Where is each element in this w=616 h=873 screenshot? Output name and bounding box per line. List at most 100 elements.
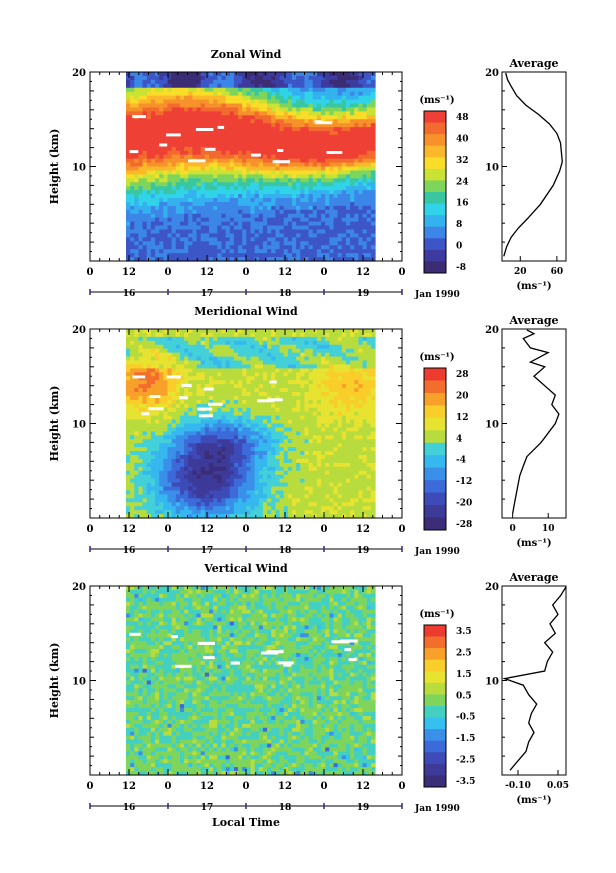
heatmap-cell bbox=[279, 111, 285, 116]
heatmap-cell bbox=[134, 458, 140, 464]
heatmap-cell bbox=[279, 388, 285, 393]
heatmap-cell bbox=[329, 249, 335, 254]
heatmap-cell bbox=[279, 380, 285, 385]
heatmap-cell bbox=[279, 170, 285, 175]
heatmap-cell bbox=[146, 205, 152, 211]
heatmap-cell bbox=[267, 427, 272, 432]
heatmap-cell bbox=[254, 407, 260, 413]
heatmap-cell bbox=[271, 123, 276, 128]
heatmap-cell bbox=[146, 443, 152, 448]
heatmap-cell bbox=[316, 75, 322, 81]
heatmap-cell bbox=[345, 166, 351, 172]
heatmap-cell bbox=[196, 229, 202, 235]
heatmap-cell bbox=[146, 474, 152, 480]
heatmap-cell bbox=[267, 174, 272, 179]
heatmap-cell bbox=[271, 474, 276, 480]
heatmap-cell bbox=[155, 364, 160, 369]
missing-data bbox=[132, 115, 146, 119]
heatmap-cell bbox=[238, 135, 243, 140]
heatmap-cell bbox=[238, 99, 243, 105]
heatmap-cell bbox=[217, 348, 223, 354]
heatmap-cell bbox=[233, 103, 239, 109]
heatmap-cell bbox=[229, 217, 235, 223]
heatmap-cell bbox=[254, 170, 260, 175]
heatmap-cell bbox=[242, 419, 247, 425]
heatmap-cell bbox=[184, 131, 189, 136]
heatmap-cell bbox=[130, 79, 135, 85]
heatmap-cell bbox=[321, 201, 326, 207]
heatmap-cell bbox=[312, 178, 318, 183]
heatmap-cell bbox=[130, 458, 135, 464]
heatmap-cell bbox=[184, 186, 189, 191]
heatmap-cell bbox=[271, 95, 276, 101]
heatmap-cell bbox=[159, 75, 164, 81]
heatmap-cell bbox=[321, 241, 326, 246]
heatmap-cell bbox=[196, 368, 202, 373]
heatmap-cell bbox=[350, 154, 355, 160]
heatmap-cell bbox=[254, 87, 260, 93]
heatmap-cell bbox=[217, 127, 223, 132]
heatmap-cell bbox=[167, 75, 173, 81]
heatmap-cell bbox=[159, 380, 164, 385]
heatmap-cell bbox=[179, 233, 185, 238]
heatmap-cell bbox=[171, 83, 177, 89]
heatmap-cell bbox=[262, 138, 268, 144]
heatmap-cell bbox=[287, 455, 293, 460]
heatmap-cell bbox=[179, 87, 185, 93]
heatmap-cell bbox=[262, 423, 268, 429]
heatmap-cell bbox=[287, 360, 293, 366]
heatmap-cell bbox=[292, 103, 297, 109]
heatmap-cell bbox=[250, 435, 256, 440]
heatmap-cell bbox=[242, 99, 247, 105]
heatmap-cell bbox=[134, 225, 140, 231]
heatmap-cell bbox=[329, 135, 335, 140]
heatmap-cell bbox=[155, 237, 160, 242]
heatmap-cell bbox=[254, 466, 260, 472]
heatmap-cell bbox=[329, 205, 335, 211]
heatmap-cell bbox=[155, 221, 160, 227]
heatmap-cell bbox=[333, 201, 339, 207]
heatmap-cell bbox=[283, 344, 289, 350]
heatmap-cell bbox=[250, 119, 256, 124]
heatmap-cell bbox=[213, 237, 218, 242]
heatmap-cell bbox=[345, 237, 351, 242]
heatmap-cell bbox=[254, 352, 260, 358]
heatmap-cell bbox=[213, 352, 218, 358]
heatmap-cell bbox=[184, 458, 189, 464]
heatmap-cell bbox=[130, 490, 135, 495]
heatmap-cell bbox=[225, 154, 231, 160]
heatmap-cell bbox=[225, 451, 231, 456]
heatmap-cell bbox=[362, 217, 368, 223]
heatmap-cell bbox=[138, 221, 144, 227]
heatmap-cell bbox=[184, 431, 189, 436]
heatmap-cell bbox=[354, 135, 359, 140]
heatmap-cell bbox=[188, 103, 193, 109]
heatmap-cell bbox=[267, 245, 272, 250]
heatmap-cell bbox=[159, 91, 164, 97]
heatmap-cell bbox=[292, 146, 297, 152]
heatmap-cell bbox=[316, 237, 322, 242]
heatmap-cell bbox=[217, 225, 223, 231]
heatmap-cell bbox=[179, 506, 185, 511]
heatmap-cell bbox=[242, 142, 247, 148]
heatmap-cell bbox=[221, 241, 227, 246]
heatmap-cell bbox=[171, 115, 177, 120]
heatmap-cell bbox=[325, 72, 330, 77]
heatmap-cell bbox=[267, 225, 272, 231]
heatmap-cell bbox=[250, 229, 256, 235]
heatmap-cell bbox=[134, 510, 140, 515]
heatmap-cell bbox=[167, 439, 173, 444]
heatmap-cell bbox=[250, 237, 256, 242]
heatmap-cell bbox=[279, 107, 285, 112]
heatmap-cell bbox=[167, 83, 173, 89]
heatmap-cell bbox=[196, 514, 202, 519]
heatmap-cell bbox=[350, 209, 355, 215]
heatmap-cell bbox=[200, 344, 206, 350]
heatmap-cell bbox=[200, 146, 206, 152]
heatmap-cell bbox=[321, 170, 326, 175]
heatmap-cell bbox=[271, 392, 276, 397]
heatmap-cell bbox=[275, 392, 281, 397]
heatmap-cell bbox=[308, 245, 314, 250]
heatmap-cell bbox=[200, 241, 206, 246]
colorbar-swatch bbox=[424, 145, 446, 158]
